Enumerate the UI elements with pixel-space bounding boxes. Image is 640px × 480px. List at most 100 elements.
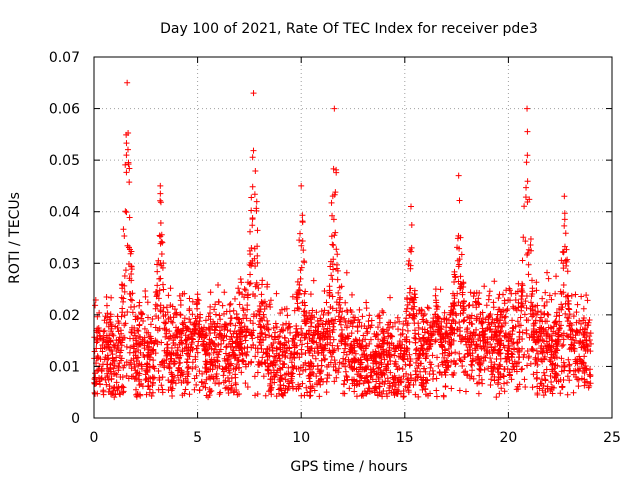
data-point bbox=[97, 380, 104, 387]
data-point bbox=[325, 361, 332, 368]
data-point bbox=[529, 313, 536, 320]
data-point bbox=[185, 379, 192, 386]
data-point bbox=[232, 380, 239, 387]
data-point bbox=[193, 381, 200, 388]
data-point bbox=[181, 290, 188, 297]
data-point bbox=[198, 325, 205, 332]
data-point bbox=[191, 375, 198, 382]
data-point bbox=[216, 391, 223, 398]
data-point bbox=[294, 349, 301, 356]
data-point bbox=[558, 301, 565, 308]
data-point bbox=[99, 348, 106, 355]
data-point bbox=[586, 371, 593, 378]
data-point bbox=[450, 301, 457, 308]
data-point bbox=[419, 334, 426, 341]
data-point bbox=[330, 320, 337, 327]
data-point bbox=[572, 332, 579, 339]
data-point bbox=[159, 374, 166, 381]
data-point bbox=[220, 310, 227, 317]
data-point bbox=[94, 355, 101, 362]
data-point bbox=[481, 334, 488, 341]
data-point bbox=[172, 380, 179, 387]
data-point bbox=[442, 330, 449, 337]
data-point bbox=[206, 310, 213, 317]
data-point bbox=[418, 307, 425, 314]
data-point bbox=[502, 330, 509, 337]
data-point bbox=[495, 374, 502, 381]
data-point bbox=[419, 386, 426, 393]
data-point bbox=[397, 347, 404, 354]
data-point bbox=[553, 313, 560, 320]
data-point bbox=[157, 199, 164, 206]
data-point bbox=[509, 317, 516, 324]
x-tick-label: 20 bbox=[499, 430, 517, 446]
data-point bbox=[587, 366, 594, 373]
data-point bbox=[248, 359, 255, 366]
data-point bbox=[453, 312, 460, 319]
data-point bbox=[163, 352, 170, 359]
data-point bbox=[250, 90, 257, 97]
data-point bbox=[94, 325, 101, 332]
data-point bbox=[486, 288, 493, 295]
data-point bbox=[462, 388, 469, 395]
data-point bbox=[405, 389, 412, 396]
data-point bbox=[408, 203, 415, 210]
data-point bbox=[247, 251, 254, 258]
data-point bbox=[189, 336, 196, 343]
data-point bbox=[399, 366, 406, 373]
data-point bbox=[389, 323, 396, 330]
data-point bbox=[423, 376, 430, 383]
data-point bbox=[501, 366, 508, 373]
data-point bbox=[494, 381, 501, 388]
data-point bbox=[259, 281, 266, 288]
data-point bbox=[315, 320, 322, 327]
data-point bbox=[244, 326, 251, 333]
data-point bbox=[310, 329, 317, 336]
data-point bbox=[374, 331, 381, 338]
data-point bbox=[110, 365, 117, 372]
data-point bbox=[289, 293, 296, 300]
data-point bbox=[105, 376, 112, 383]
data-point bbox=[110, 370, 117, 377]
data-point bbox=[151, 339, 158, 346]
data-point bbox=[367, 336, 374, 343]
data-point bbox=[242, 311, 249, 318]
data-point bbox=[329, 212, 336, 219]
data-point bbox=[224, 327, 231, 334]
data-point bbox=[381, 381, 388, 388]
data-point bbox=[478, 376, 485, 383]
data-point bbox=[120, 298, 127, 305]
data-point bbox=[186, 391, 193, 398]
data-point bbox=[216, 327, 223, 334]
data-point bbox=[374, 324, 381, 331]
data-point bbox=[547, 324, 554, 331]
data-point bbox=[134, 315, 141, 322]
data-point bbox=[442, 369, 449, 376]
data-point bbox=[126, 275, 133, 282]
data-point bbox=[123, 372, 130, 379]
data-point bbox=[203, 369, 210, 376]
data-point bbox=[514, 318, 521, 325]
data-point bbox=[572, 367, 579, 374]
data-point bbox=[498, 308, 505, 315]
data-point bbox=[373, 352, 380, 359]
data-point bbox=[177, 334, 184, 341]
data-point bbox=[373, 330, 380, 337]
data-point bbox=[207, 358, 214, 365]
data-point bbox=[217, 316, 224, 323]
data-point bbox=[329, 261, 336, 268]
data-point bbox=[546, 292, 553, 299]
data-point bbox=[135, 341, 142, 348]
data-point bbox=[145, 314, 152, 321]
data-point bbox=[404, 296, 411, 303]
data-point bbox=[351, 388, 358, 395]
data-point bbox=[113, 337, 120, 344]
data-point bbox=[509, 325, 516, 332]
data-point bbox=[367, 353, 374, 360]
data-point bbox=[452, 274, 459, 281]
data-point bbox=[150, 346, 157, 353]
data-point bbox=[504, 379, 511, 386]
data-point bbox=[222, 357, 229, 364]
data-point bbox=[502, 320, 509, 327]
data-point bbox=[533, 369, 540, 376]
